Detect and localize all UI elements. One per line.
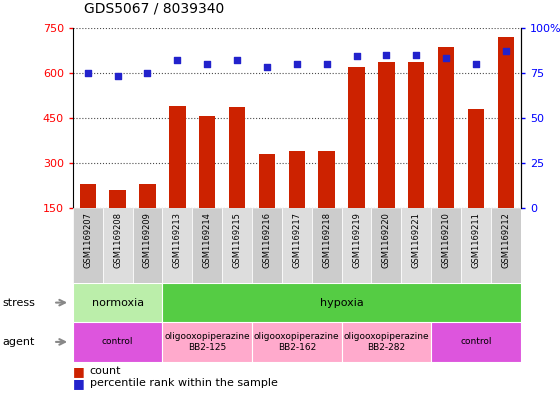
Bar — [431, 208, 461, 283]
Point — [143, 70, 152, 76]
Text: GSM1169211: GSM1169211 — [472, 212, 480, 268]
Bar — [402, 208, 431, 283]
Text: GSM1169214: GSM1169214 — [203, 212, 212, 268]
Bar — [438, 47, 454, 208]
Point — [203, 61, 212, 67]
Text: control: control — [460, 338, 492, 346]
Text: count: count — [90, 366, 121, 376]
Text: normoxia: normoxia — [91, 298, 144, 308]
Bar — [468, 109, 484, 208]
Bar — [252, 322, 342, 362]
Text: oligooxopiperazine
BB2-282: oligooxopiperazine BB2-282 — [344, 332, 429, 352]
Bar — [408, 62, 424, 208]
Bar — [288, 151, 305, 208]
Point — [322, 61, 331, 67]
Text: GSM1169213: GSM1169213 — [173, 212, 182, 268]
Bar — [162, 283, 521, 322]
Text: GSM1169221: GSM1169221 — [412, 212, 421, 268]
Point — [173, 57, 182, 63]
Bar — [102, 208, 133, 283]
Text: GDS5067 / 8039340: GDS5067 / 8039340 — [84, 2, 224, 16]
Text: GSM1169208: GSM1169208 — [113, 212, 122, 268]
Text: control: control — [102, 338, 133, 346]
Text: GSM1169212: GSM1169212 — [501, 212, 510, 268]
Text: GSM1169220: GSM1169220 — [382, 212, 391, 268]
Text: percentile rank within the sample: percentile rank within the sample — [90, 378, 277, 388]
Point — [412, 51, 421, 58]
Bar — [431, 322, 521, 362]
Point — [352, 53, 361, 60]
Text: GSM1169219: GSM1169219 — [352, 212, 361, 268]
Text: GSM1169218: GSM1169218 — [322, 212, 331, 268]
Bar — [461, 208, 491, 283]
Bar — [498, 37, 514, 208]
Bar — [73, 208, 102, 283]
Bar — [282, 208, 312, 283]
Text: GSM1169217: GSM1169217 — [292, 212, 301, 268]
Point — [263, 64, 272, 70]
Point — [292, 61, 301, 67]
Bar — [371, 208, 402, 283]
Text: ■: ■ — [73, 376, 85, 390]
Bar — [162, 322, 252, 362]
Text: GSM1169210: GSM1169210 — [442, 212, 451, 268]
Bar — [192, 208, 222, 283]
Text: GSM1169209: GSM1169209 — [143, 212, 152, 268]
Text: GSM1169215: GSM1169215 — [232, 212, 241, 268]
Bar — [312, 208, 342, 283]
Point — [442, 55, 451, 61]
Bar — [319, 151, 335, 208]
Text: hypoxia: hypoxia — [320, 298, 363, 308]
Text: oligooxopiperazine
BB2-162: oligooxopiperazine BB2-162 — [254, 332, 339, 352]
Bar — [139, 184, 156, 208]
Text: oligooxopiperazine
BB2-125: oligooxopiperazine BB2-125 — [165, 332, 250, 352]
Bar — [491, 208, 521, 283]
Text: ■: ■ — [73, 365, 85, 378]
Bar — [229, 107, 245, 208]
Bar — [342, 322, 431, 362]
Bar — [73, 322, 162, 362]
Point — [472, 61, 480, 67]
Bar — [162, 208, 192, 283]
Bar — [73, 283, 162, 322]
Text: stress: stress — [3, 298, 36, 308]
Point — [382, 51, 391, 58]
Bar — [259, 154, 275, 208]
Bar — [252, 208, 282, 283]
Text: GSM1169207: GSM1169207 — [83, 212, 92, 268]
Point — [83, 70, 92, 76]
Bar — [348, 67, 365, 208]
Bar — [80, 184, 96, 208]
Point — [113, 73, 122, 79]
Text: agent: agent — [3, 337, 35, 347]
Bar — [342, 208, 371, 283]
Bar — [199, 116, 216, 208]
Text: GSM1169216: GSM1169216 — [263, 212, 272, 268]
Bar — [169, 106, 185, 208]
Bar — [378, 62, 395, 208]
Bar — [222, 208, 252, 283]
Point — [501, 48, 510, 54]
Bar — [133, 208, 162, 283]
Point — [232, 57, 241, 63]
Bar — [109, 190, 126, 208]
